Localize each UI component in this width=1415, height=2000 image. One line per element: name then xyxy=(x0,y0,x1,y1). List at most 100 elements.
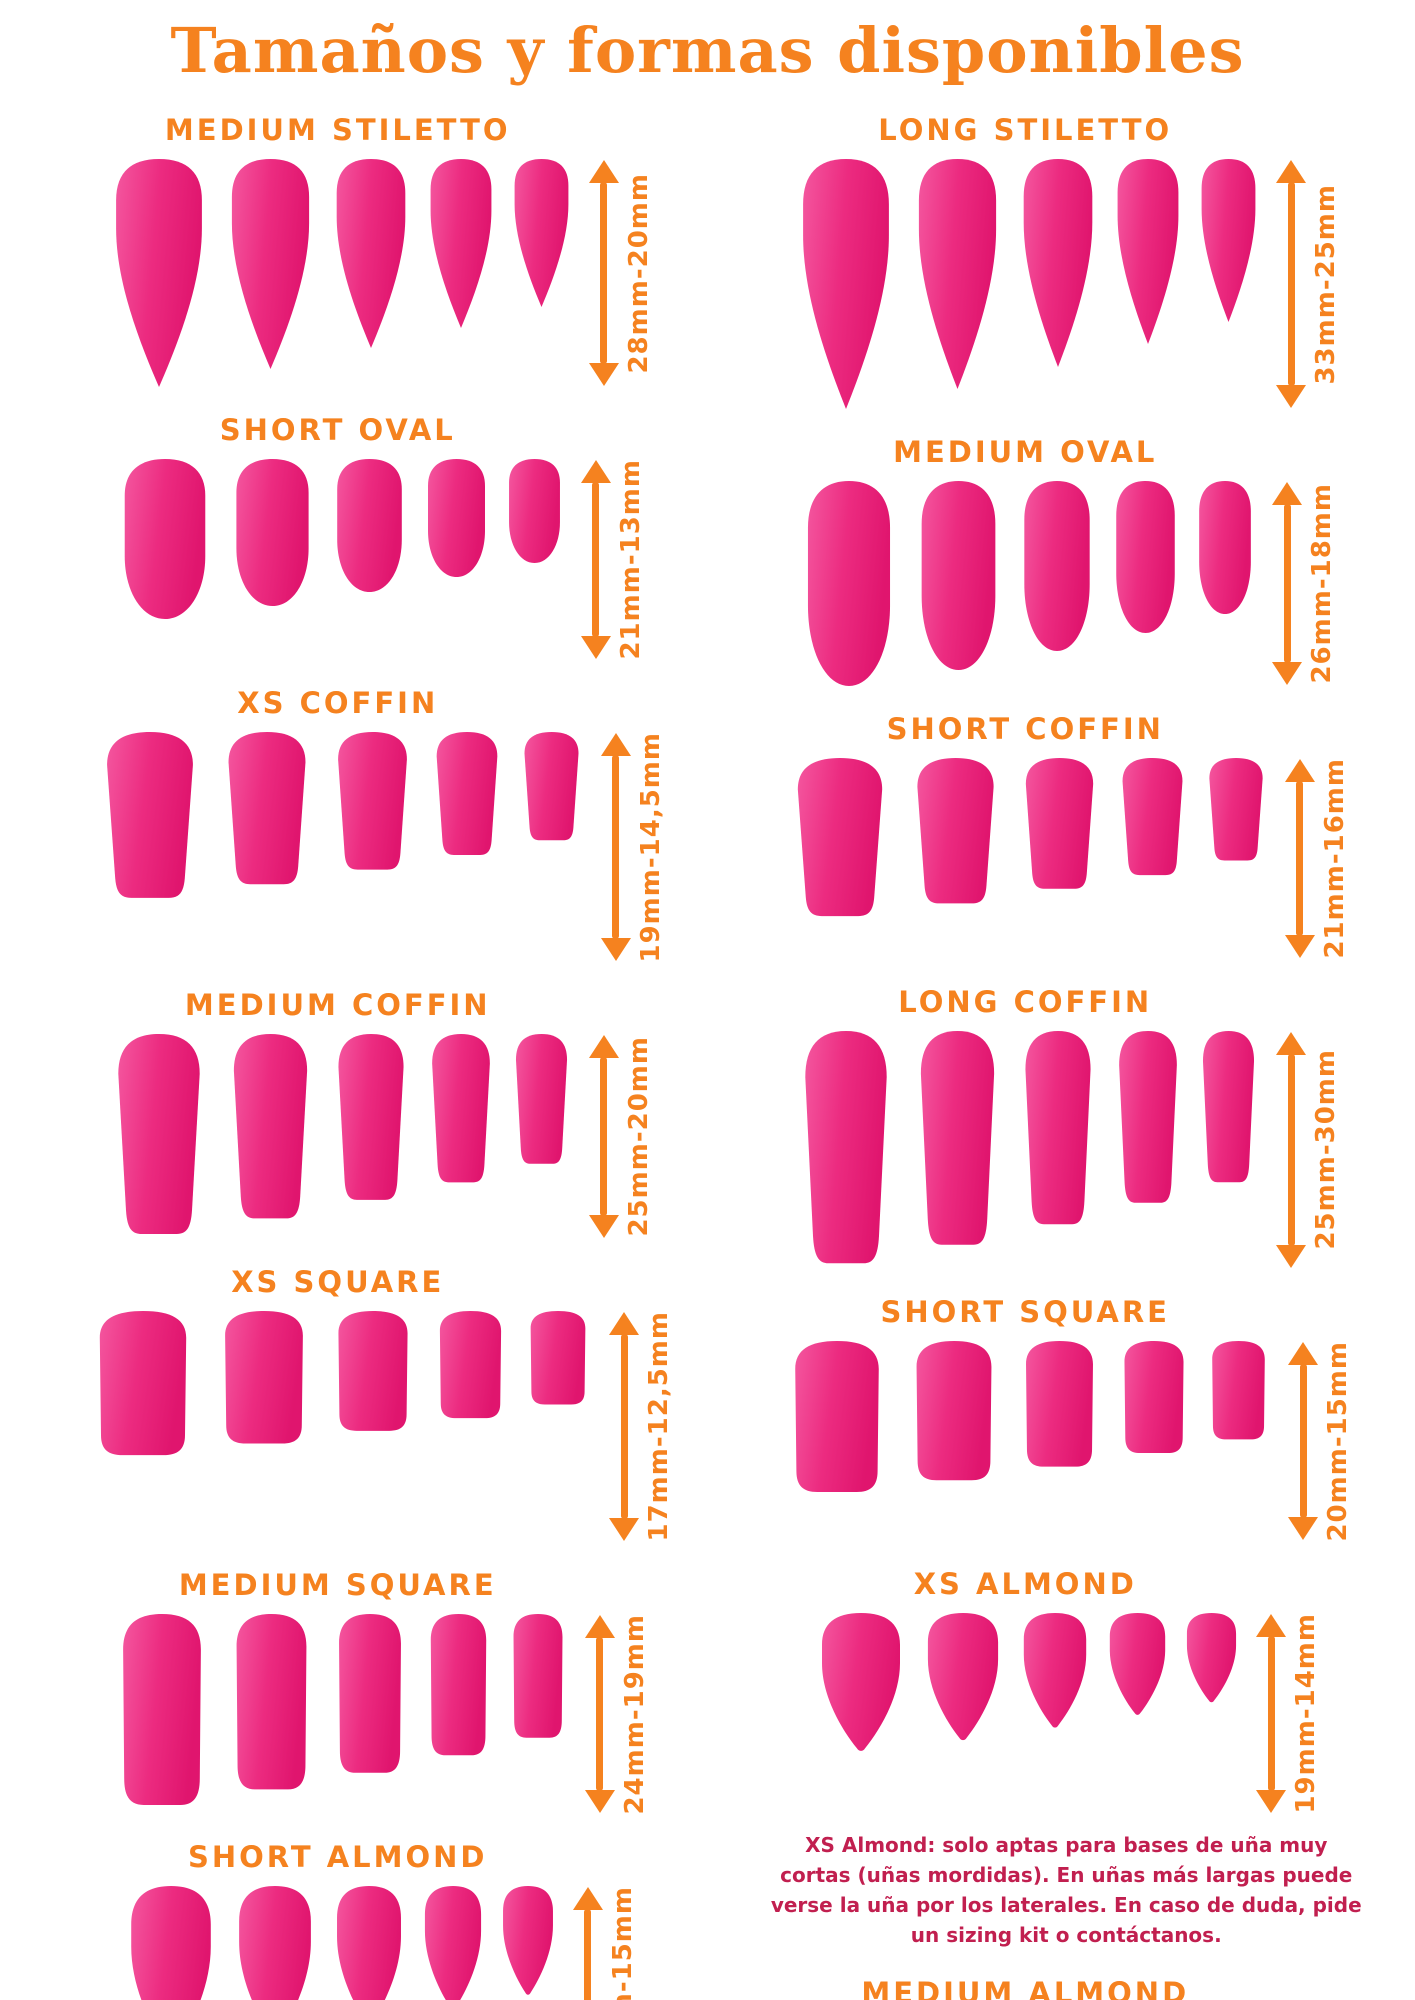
nail-square-3 xyxy=(338,1613,401,1773)
nail-square-4 xyxy=(430,1613,486,1755)
measure-arrow xyxy=(578,459,614,660)
nail-coffin-3 xyxy=(338,1034,404,1200)
measure-group: 25mm-20mm xyxy=(586,1034,654,1239)
nail-almond-1 xyxy=(822,1613,901,1751)
nail-display-row: 20mm-15mm xyxy=(748,1340,1386,1542)
section-short-almond: SHORT ALMOND 23mm-15mm Short Almond: apt… xyxy=(60,1840,698,2000)
measure-group: 19mm-14mm xyxy=(1253,1613,1321,1814)
measure-group: 19mm-14,5mm xyxy=(598,731,666,963)
nail-coffin-5 xyxy=(1209,758,1263,861)
size-grid: MEDIUM STILETTO 28mm-20mm SHORT OVAL 21m… xyxy=(0,87,1415,2000)
section-medium-almond: MEDIUM ALMOND 24mm-17mm xyxy=(748,1976,1386,2000)
measure-label: 19mm-14,5mm xyxy=(635,731,666,963)
nail-almond-4 xyxy=(424,1886,481,2000)
measure-group: 21mm-16mm xyxy=(1282,758,1350,959)
measure-group: 28mm-20mm xyxy=(586,159,654,387)
section-xs-square: XS SQUARE 17mm-12,5mm xyxy=(60,1265,698,1542)
nail-almond-4 xyxy=(1110,1613,1166,1715)
measure-arrow xyxy=(1285,1341,1321,1542)
nail-row xyxy=(783,758,1272,959)
measure-arrow xyxy=(586,159,622,387)
nail-square-1 xyxy=(122,1613,201,1805)
measure-label: 19mm-14mm xyxy=(1291,1613,1322,1814)
measure-label: 25mm-30mm xyxy=(1311,1049,1342,1250)
section-heading: MEDIUM COFFIN xyxy=(184,988,491,1023)
nail-square-5 xyxy=(1212,1340,1266,1439)
measure-label: 26mm-18mm xyxy=(1307,483,1338,684)
nail-row xyxy=(791,159,1263,409)
measure-label: 25mm-20mm xyxy=(623,1036,654,1237)
nail-oval-1 xyxy=(808,481,891,686)
nail-row xyxy=(120,1886,560,2000)
note-xs-almond: XS Almond: solo aptas para bases de uña … xyxy=(770,1832,1362,1947)
nail-display-row: 25mm-20mm xyxy=(60,1034,698,1239)
nail-coffin-5 xyxy=(515,1034,567,1164)
section-heading: MEDIUM OVAL xyxy=(893,435,1158,469)
measure-arrow xyxy=(582,1614,618,1815)
nail-coffin-1 xyxy=(118,1034,200,1235)
section-short-oval: SHORT OVAL 21mm-13mm xyxy=(60,413,698,660)
section-short-coffin: SHORT COFFIN 21mm-16mm xyxy=(748,712,1386,959)
nail-almond-2 xyxy=(238,1886,311,2000)
nail-oval-4 xyxy=(1116,481,1176,633)
column-right: LONG STILETTO 33mm-25mm MEDIUM OVAL 26mm… xyxy=(748,113,1386,2000)
nail-oval-3 xyxy=(1024,481,1090,651)
nail-square-4 xyxy=(1124,1340,1184,1453)
section-medium-coffin: MEDIUM COFFIN 25mm-20mm xyxy=(60,988,698,1239)
nail-display-row: 24mm-19mm xyxy=(60,1613,698,1815)
measure-label: 20mm-15mm xyxy=(1323,1340,1354,1542)
nail-coffin-2 xyxy=(233,1034,307,1219)
nail-almond-3 xyxy=(1024,1613,1087,1728)
nail-oval-5 xyxy=(508,459,560,563)
nail-row xyxy=(791,1030,1263,1269)
measure-arrow xyxy=(1273,1031,1309,1269)
nail-stiletto-5 xyxy=(514,159,569,307)
nail-row xyxy=(104,159,576,387)
measure-group: 25mm-30mm xyxy=(1273,1031,1341,1269)
nail-display-row: 23mm-15mm xyxy=(60,1886,698,2000)
nail-square-2 xyxy=(236,1613,307,1789)
nail-coffin-1 xyxy=(805,1030,887,1263)
nail-coffin-2 xyxy=(917,758,994,904)
nail-stiletto-2 xyxy=(231,159,309,369)
measure-group: 17mm-12,5mm xyxy=(606,1311,674,1542)
measure-label: 17mm-12,5mm xyxy=(644,1311,675,1542)
nail-oval-5 xyxy=(1199,481,1252,614)
nail-display-row: 19mm-14,5mm xyxy=(60,731,698,963)
nail-oval-3 xyxy=(336,459,402,592)
nail-row xyxy=(104,1034,576,1239)
nail-coffin-4 xyxy=(1122,758,1183,876)
nail-row xyxy=(92,731,588,963)
section-heading: LONG STILETTO xyxy=(878,113,1173,147)
nail-display-row: 25mm-30mm xyxy=(748,1030,1386,1269)
nail-display-row: 17mm-12,5mm xyxy=(60,1311,698,1542)
measure-arrow xyxy=(570,1886,606,2000)
nail-square-2 xyxy=(225,1311,304,1444)
nail-almond-5 xyxy=(1187,1613,1237,1703)
measure-label: 23mm-15mm xyxy=(607,1886,638,2000)
nail-coffin-1 xyxy=(797,758,882,917)
page-title: Tamaños y formas disponibles xyxy=(170,14,1245,87)
nail-row xyxy=(108,1613,572,1815)
measure-arrow xyxy=(606,1311,642,1542)
section-heading: MEDIUM ALMOND xyxy=(861,1975,1190,2000)
nail-coffin-4 xyxy=(431,1034,490,1183)
nail-square-5 xyxy=(513,1613,563,1738)
nail-almond-2 xyxy=(928,1613,999,1741)
nail-almond-1 xyxy=(130,1886,211,2000)
measure-group: 26mm-18mm xyxy=(1269,481,1337,686)
measure-label: 28mm-20mm xyxy=(623,172,654,374)
nail-coffin-3 xyxy=(337,731,407,870)
measure-group: 23mm-15mm xyxy=(570,1886,638,2000)
nail-coffin-2 xyxy=(228,731,306,884)
section-heading: SHORT ALMOND xyxy=(188,1840,488,1875)
nail-stiletto-3 xyxy=(1023,159,1093,367)
nail-display-row: 28mm-20mm xyxy=(60,159,698,387)
section-long-coffin: LONG COFFIN 25mm-30mm xyxy=(748,985,1386,1269)
nail-display-row: 26mm-18mm xyxy=(748,481,1386,686)
nail-display-row: 33mm-25mm xyxy=(748,159,1386,409)
nail-square-4 xyxy=(440,1311,502,1419)
nail-coffin-5 xyxy=(524,731,579,840)
section-heading: SHORT COFFIN xyxy=(886,712,1164,746)
column-left: MEDIUM STILETTO 28mm-20mm SHORT OVAL 21m… xyxy=(60,113,698,2000)
